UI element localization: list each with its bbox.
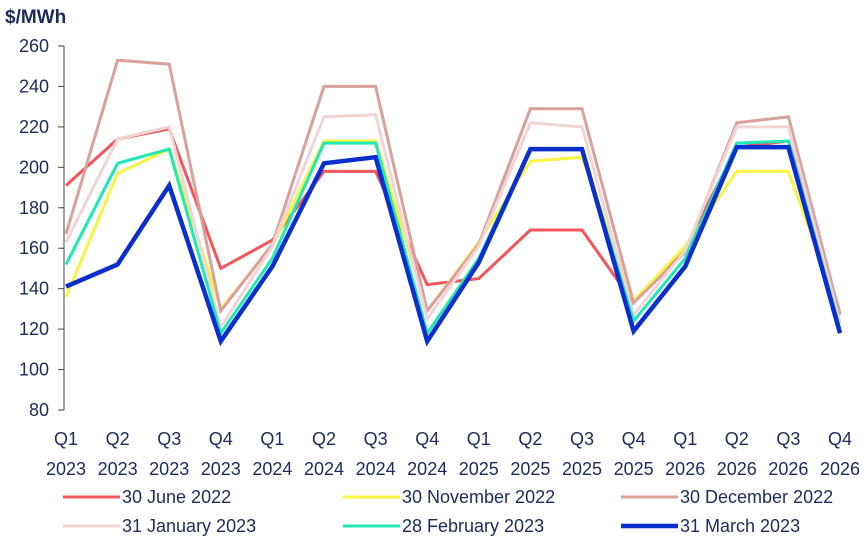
- legend-item: 28 February 2023: [343, 516, 544, 536]
- x-tick-label-year: 2023: [98, 459, 138, 479]
- x-tick-label-quarter: Q2: [725, 429, 749, 449]
- x-tick-label-year: 2024: [252, 459, 292, 479]
- y-tick-label: 220: [19, 117, 49, 137]
- x-tick-label-quarter: Q1: [467, 429, 491, 449]
- x-tick-label-quarter: Q1: [260, 429, 284, 449]
- legend: 30 June 2022 30 November 2022 30 December …: [63, 487, 833, 536]
- legend-label: 30 December 2022: [680, 487, 833, 507]
- x-tick-label-quarter: Q3: [364, 429, 388, 449]
- x-tick-label-quarter: Q2: [518, 429, 542, 449]
- x-tick-label-quarter: Q2: [312, 429, 336, 449]
- y-tick-label: 200: [19, 157, 49, 177]
- x-tick-label-year: 2026: [820, 459, 860, 479]
- legend-label: 28 February 2023: [402, 516, 544, 536]
- series-lines: [64, 58, 843, 347]
- x-tick-label-quarter: Q3: [776, 429, 800, 449]
- legend-label: 31 January 2023: [122, 516, 256, 536]
- x-tick-label-year: 2026: [768, 459, 808, 479]
- legend-label: 31 March 2023: [680, 516, 800, 536]
- y-tick-label: 260: [19, 36, 49, 56]
- y-tick-label: 240: [19, 76, 49, 96]
- y-tick-label: 140: [19, 279, 49, 299]
- series-line-4: [64, 113, 842, 331]
- legend-item: 31 January 2023: [63, 516, 256, 536]
- x-tick-label-year: 2023: [201, 459, 241, 479]
- x-tick-label-quarter: Q4: [415, 429, 439, 449]
- legend-item: 30 December 2022: [621, 487, 833, 507]
- x-tick-label-quarter: Q2: [106, 429, 130, 449]
- x-tick-label-quarter: Q1: [673, 429, 697, 449]
- y-axis: 80 100 120 140 160 180 200 220 240 260: [19, 36, 65, 420]
- y-tick-label: 100: [19, 360, 49, 380]
- y-tick-label: 80: [29, 400, 49, 420]
- x-tick-label-quarter: Q4: [622, 429, 646, 449]
- y-tick-label: 180: [19, 198, 49, 218]
- x-tick-label-year: 2024: [304, 459, 344, 479]
- y-axis-label: $/MWh: [5, 7, 66, 28]
- legend-item: 31 March 2023: [621, 516, 800, 536]
- x-tick-label-year: 2025: [510, 459, 550, 479]
- series-line-6: [65, 144, 843, 347]
- x-tick-label-year: 2026: [717, 459, 757, 479]
- legend-label: 30 November 2022: [402, 487, 555, 507]
- x-tick-label-year: 2024: [407, 459, 447, 479]
- series-line-5: [64, 139, 842, 337]
- x-tick-label-quarter: Q3: [157, 429, 181, 449]
- x-tick-label-quarter: Q4: [828, 429, 852, 449]
- legend-label: 30 June 2022: [122, 487, 231, 507]
- x-axis-tick-labels: Q1 2023 Q2 2023 Q3 2023 Q4 2023 Q1 2024 Q2 2024 Q3 20…: [46, 429, 860, 479]
- x-tick-label-quarter: Q4: [209, 429, 233, 449]
- legend-item: 30 November 2022: [343, 487, 555, 507]
- y-tick-label: 120: [19, 319, 49, 339]
- x-tick-label-year: 2025: [562, 459, 602, 479]
- x-tick-label-quarter: Q1: [54, 429, 78, 449]
- x-tick-label-quarter: Q3: [570, 429, 594, 449]
- x-tick-label-year: 2024: [356, 459, 396, 479]
- x-tick-label-year: 2023: [149, 459, 189, 479]
- x-tick-label-year: 2025: [614, 459, 654, 479]
- x-tick-label-year: 2025: [459, 459, 499, 479]
- x-tick-label-year: 2023: [46, 459, 86, 479]
- x-tick-label-year: 2026: [665, 459, 705, 479]
- legend-item: 30 June 2022: [63, 487, 231, 507]
- y-tick-label: 160: [19, 238, 49, 258]
